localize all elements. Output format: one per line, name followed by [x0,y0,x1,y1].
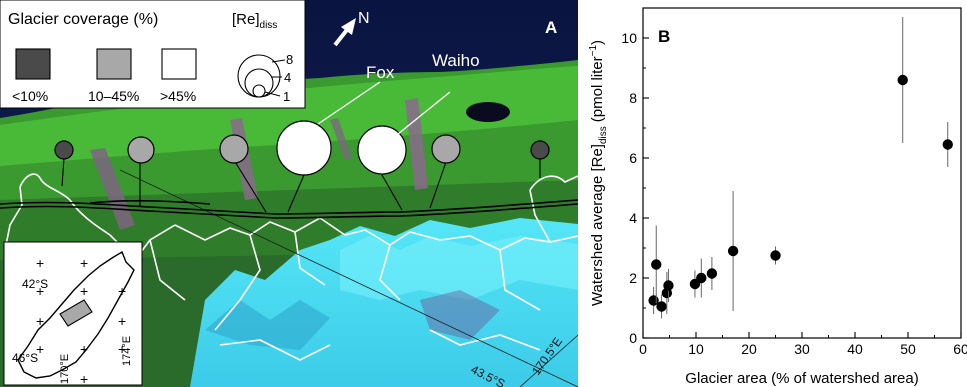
watershed-markers [54,120,550,176]
svg-text:+: + [80,283,88,299]
marker-leaders [61,157,541,213]
size-legend-title: [Re]diss [232,11,277,31]
watershed-marker [431,134,461,164]
svg-text:+: + [80,255,88,271]
watershed-boundaries [4,173,578,361]
x-axis-ticks: 0 10 20 30 40 50 60 [639,332,967,357]
inset-island-outline [17,250,135,379]
x-tick-label: 20 [741,341,757,357]
panel-a-map: 43.5°S 170.5°E [0,0,578,387]
y-tick-label: 4 [629,210,637,226]
watershed-marker [276,120,332,176]
x-tick-label: 50 [900,341,916,357]
legend-label-high: >45% [160,88,196,104]
y-tick-label: 0 [629,330,637,346]
inset-lat-46: 46°S [12,351,38,365]
x-tick-label: 30 [794,341,810,357]
size-legend-4: 4 [284,70,291,85]
x-tick-label: 60 [953,341,967,357]
legend-label-mid: 10–45% [88,88,139,104]
watershed-marker [54,140,74,160]
data-points [648,17,953,319]
svg-text:+: + [118,341,126,357]
svg-text:+: + [36,341,44,357]
data-point [656,301,667,312]
y-axis-label: Watershed average [Re]diss(pmol liter−1) [588,40,609,306]
legend-swatch-high [161,48,197,80]
svg-text:+: + [118,313,126,329]
inset-map: + + + + + + + + + + + 42°S 46°S 170°E 174°E [3,241,143,387]
panel-label-a: A [545,18,557,37]
legend: Glacier coverage (%) <10% 10–45% >45% [R… [0,0,306,109]
svg-text:+: + [80,341,88,357]
north-arrow: N [333,10,370,47]
y-tick-label: 2 [629,270,637,286]
svg-text:+: + [36,313,44,329]
north-label: N [358,10,370,27]
panel-b-chart: 0 10 20 30 40 50 60 0 2 4 6 8 10 B Glacier area (% … [588,7,967,387]
data-point [727,245,739,257]
callout-fox: Fox [366,63,395,82]
x-axis-label: Glacier area (% of watershed area) [685,370,918,387]
watershed-marker [127,136,155,164]
data-point [696,272,707,284]
data-point [651,259,662,270]
y-tick-label: 8 [629,90,637,106]
plot-area: 0 10 20 30 40 50 60 0 2 4 6 8 10 [621,7,967,357]
plot-frame [642,7,962,339]
y-axis-ticks: 0 2 4 6 8 10 [621,30,649,346]
highway [0,199,578,219]
legend-swatch-low [15,48,51,80]
watershed-marker [357,125,407,175]
watershed-marker [530,140,550,160]
svg-text:+: + [80,371,88,387]
svg-text:+: + [36,255,44,271]
data-point [706,268,718,279]
x-tick-label: 10 [688,341,704,357]
legend-title: Glacier coverage (%) [8,11,158,28]
inset-study-area [59,299,93,327]
data-point [897,74,908,86]
svg-text:+: + [118,283,126,299]
x-tick-label: 40 [847,341,863,357]
watershed-marker [219,134,249,164]
y-tick-label: 6 [629,150,637,166]
data-point [770,250,781,261]
lake [466,102,510,122]
inset-lat-42: 42°S [22,277,48,291]
callout-waiho: Waiho [432,51,480,70]
panel-label-b: B [658,27,670,46]
x-tick-label: 0 [639,341,647,357]
y-tick-label: 10 [621,30,637,46]
inset-lon-174: 174°E [121,336,133,366]
legend-swatch-mid [96,48,132,80]
size-legend-8: 8 [286,52,293,67]
data-point [942,139,953,150]
data-point [663,280,674,291]
inset-lon-170: 170°E [59,354,71,384]
svg-text:+: + [36,283,44,299]
size-legend-1: 1 [283,89,290,104]
legend-label-low: <10% [12,88,48,104]
